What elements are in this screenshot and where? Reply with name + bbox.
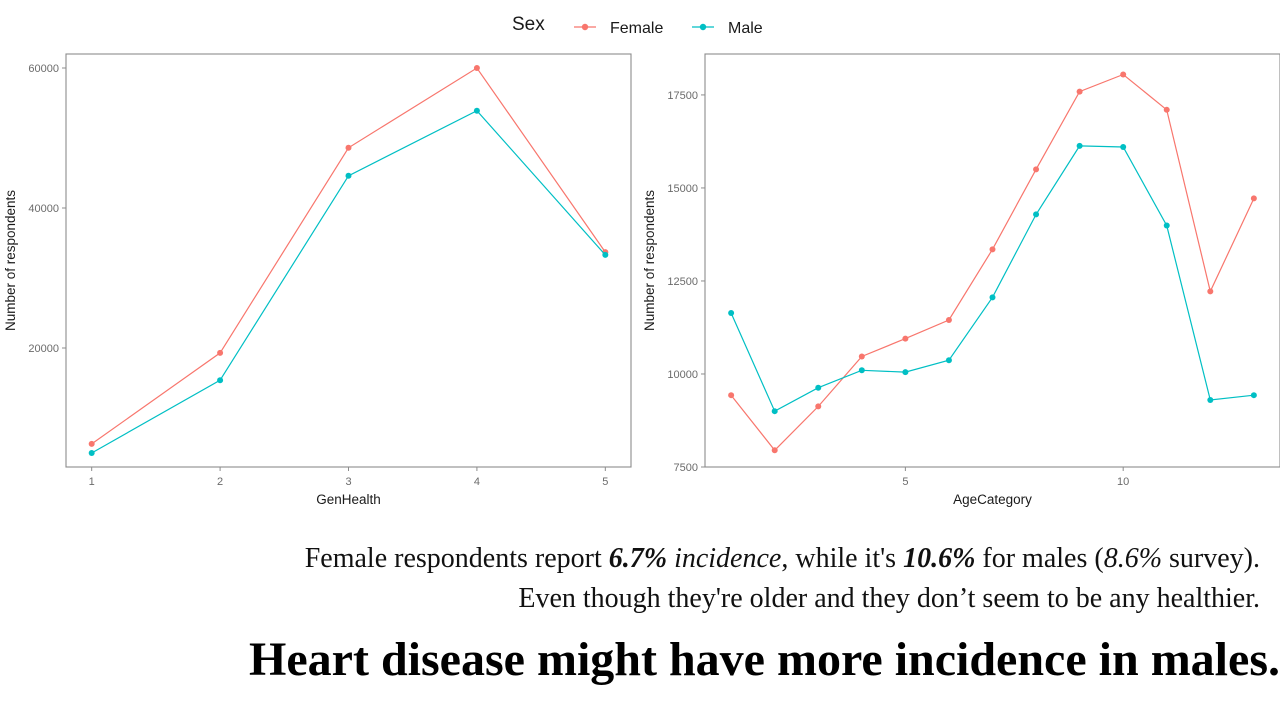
x-tick-label: 5 — [602, 476, 608, 488]
data-point-male — [1250, 392, 1257, 399]
data-point-male — [473, 107, 480, 114]
data-point-male — [1120, 144, 1127, 151]
caption-female-rate: 6.7% — [608, 543, 668, 574]
caption-text: , while it's — [781, 543, 904, 574]
y-tick-label: 7500 — [674, 462, 698, 474]
data-point-female — [1120, 71, 1127, 78]
data-point-male — [858, 367, 865, 374]
y-tick-label: 20000 — [28, 343, 59, 355]
data-point-female — [945, 317, 952, 324]
caption-text: incidence — [667, 543, 782, 574]
caption-text: survey). — [1162, 543, 1260, 574]
data-point-female — [815, 403, 822, 410]
data-point-male — [945, 357, 952, 364]
data-point-female — [1076, 88, 1083, 95]
agecategory-chart: 7500 10000 12500 15000 17500 5 10 AgeCategory Nu… — [642, 53, 1280, 507]
data-point-female — [771, 447, 778, 454]
data-point-female — [1207, 288, 1214, 295]
data-point-female — [989, 246, 996, 253]
data-point-male — [771, 408, 778, 415]
data-point-female — [728, 392, 735, 399]
data-point-male — [602, 251, 609, 258]
legend-label-male: Male — [728, 20, 763, 37]
caption-text: Female respondents report — [304, 543, 609, 574]
data-point-male — [1033, 211, 1040, 218]
data-point-male — [88, 450, 95, 456]
caption-line-1: Female respondents report 6.7% incidence… — [305, 543, 1260, 575]
data-point-female — [858, 353, 865, 360]
series-line-male — [91, 109, 606, 454]
y-axis-label: Number of respondents — [3, 190, 18, 331]
data-point-male — [728, 309, 735, 316]
y-axis-label: Number of respondents — [642, 190, 657, 331]
data-point-female — [1163, 106, 1170, 113]
data-point-female — [473, 65, 480, 71]
legend: Sex Female Male — [512, 14, 763, 37]
y-tick-label: 60000 — [28, 63, 59, 75]
data-point-male — [345, 172, 352, 179]
series-line-male — [730, 145, 1254, 413]
caption-male-rate: 10.6% — [903, 543, 976, 574]
x-tick-label: 10 — [1117, 476, 1129, 488]
x-tick-label: 4 — [474, 476, 480, 488]
legend-title: Sex — [512, 14, 545, 35]
data-point-female — [345, 144, 352, 151]
y-tick-label: 17500 — [667, 90, 698, 102]
data-point-male — [1163, 222, 1170, 229]
data-point-male — [217, 377, 224, 384]
legend-key-point — [699, 23, 707, 31]
data-point-female — [1250, 195, 1257, 202]
data-point-female — [902, 335, 909, 342]
caption-text: for males ( — [975, 543, 1104, 574]
legend-label-female: Female — [610, 20, 663, 37]
x-tick-label: 2 — [217, 476, 223, 488]
y-tick-label: 10000 — [667, 369, 698, 381]
data-point-female — [217, 349, 224, 356]
genhealth-chart: 20000 40000 60000 1 2 3 4 5 GenHealth Number of r… — [3, 53, 632, 507]
plot-panel-border — [704, 53, 1280, 468]
x-axis-label: GenHealth — [316, 492, 381, 507]
data-point-male — [1207, 397, 1214, 404]
y-tick-label: 15000 — [667, 183, 698, 195]
y-tick-label: 40000 — [28, 203, 59, 215]
data-point-male — [815, 384, 822, 391]
legend-key-point — [581, 23, 589, 31]
caption-line-2: Even though they're older and they don’t… — [518, 583, 1260, 614]
headline: Heart disease might have more incidence … — [249, 633, 1280, 686]
plot-panel-border — [65, 53, 632, 468]
data-point-female — [1033, 166, 1040, 173]
x-axis-label: AgeCategory — [953, 492, 1032, 507]
series-line-female — [91, 67, 606, 445]
x-tick-label: 5 — [902, 476, 908, 488]
y-tick-label: 12500 — [667, 276, 698, 288]
data-point-female — [88, 440, 95, 447]
data-point-male — [902, 369, 909, 376]
x-tick-label: 1 — [89, 476, 95, 488]
caption-survey-rate: 8.6% — [1103, 543, 1163, 574]
data-point-male — [1076, 142, 1083, 149]
data-point-male — [989, 294, 996, 301]
x-tick-label: 3 — [345, 476, 351, 488]
